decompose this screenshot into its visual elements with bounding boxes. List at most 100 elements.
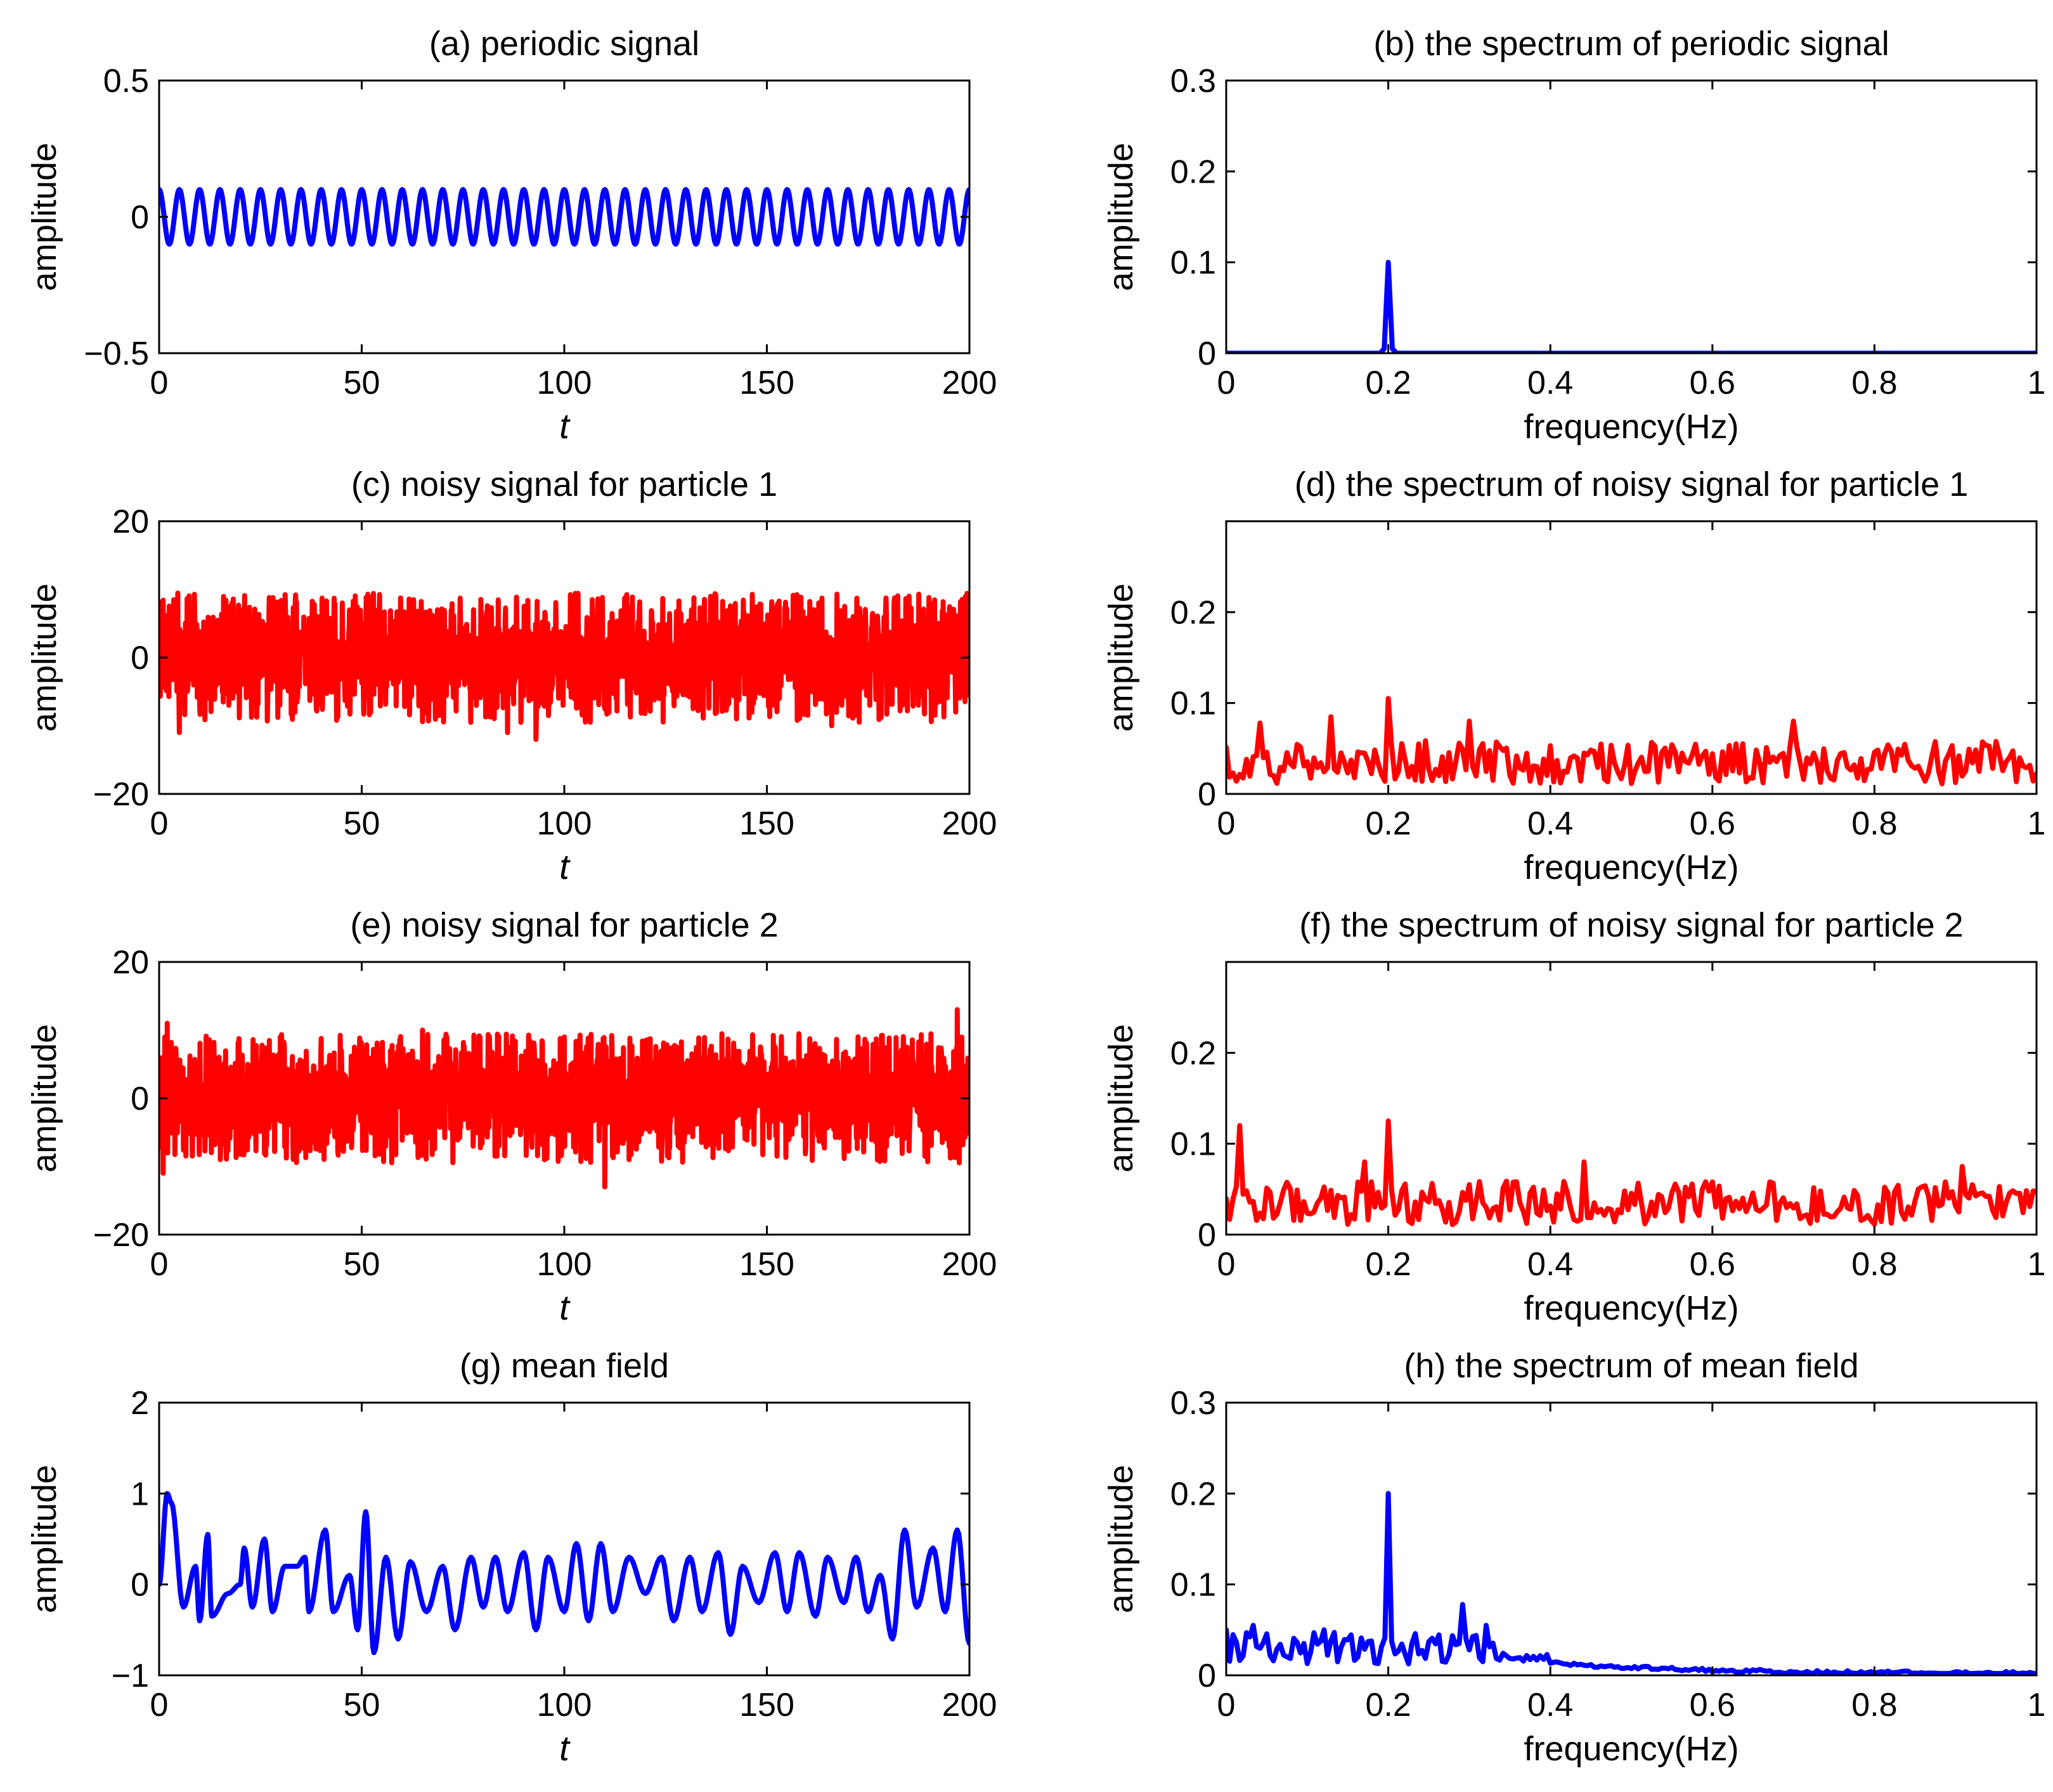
x-tick-label-f-0p8: 0.8 — [1851, 1246, 1897, 1283]
y-tick-label-b-0p1: 0.1 — [1170, 245, 1216, 282]
series-line-e — [159, 1007, 969, 1190]
chart-panel-a: 0 50 100 150 200−0.500.5(a) periodic signalt… — [25, 25, 997, 446]
x-tick-label-f-0p6: 0.6 — [1690, 1246, 1735, 1283]
x-tick-label-d-0p8: 0.8 — [1851, 805, 1897, 842]
y-tick-label-e-m20: −20 — [93, 1217, 149, 1254]
series-line-a — [159, 187, 969, 247]
x-tick-label-h-0p8: 0.8 — [1851, 1687, 1897, 1724]
y-tick-label-f-0p2: 0.2 — [1170, 1035, 1216, 1072]
x-tick-label-d-0p2: 0.2 — [1365, 805, 1411, 842]
x-tick-label-a-50: 50 — [344, 365, 380, 401]
x-tick-label-f-0p4: 0.4 — [1527, 1246, 1573, 1283]
x-tick-label-a-150: 150 — [739, 365, 794, 401]
y-axis-label-c: amplitude — [25, 583, 63, 732]
x-tick-label-a-100: 100 — [537, 365, 592, 401]
y-tick-label-c-0: 0 — [131, 640, 149, 677]
x-axis-label-c: t — [559, 847, 571, 886]
x-tick-label-f-0p2: 0.2 — [1365, 1246, 1411, 1283]
x-tick-label-e-50: 50 — [344, 1246, 380, 1283]
chart-panel-b: 0 0.2 0.4 0.6 0.8 1 0 0.1 0.2 0.3 (b) the spectrum… — [1102, 25, 2045, 446]
series-line-g — [159, 1491, 969, 1656]
x-tick-label-d-0p4: 0.4 — [1527, 805, 1573, 842]
y-tick-label-d-0p1: 0.1 — [1170, 685, 1216, 722]
x-axis-label-g: t — [559, 1728, 571, 1768]
x-tick-label-b-0p4: 0.4 — [1527, 365, 1573, 401]
x-tick-label-h-0p4: 0.4 — [1527, 1687, 1573, 1724]
x-axis-label-h: frequency(Hz) — [1524, 1730, 1739, 1768]
x-tick-label-g-200: 200 — [942, 1687, 997, 1724]
y-tick-label-h-0p1: 0.1 — [1170, 1567, 1216, 1604]
x-tick-label-g-0: 0 — [150, 1687, 169, 1724]
y-axis-label-e: amplitude — [25, 1024, 63, 1172]
y-tick-label-a-0p5: 0.5 — [103, 63, 149, 100]
x-tick-label-c-150: 150 — [739, 805, 794, 842]
x-tick-label-e-150: 150 — [739, 1246, 794, 1283]
x-tick-label-e-100: 100 — [537, 1246, 592, 1283]
x-axis-label-e: t — [559, 1287, 571, 1327]
y-tick-label-h-0p3: 0.3 — [1170, 1385, 1216, 1422]
chart-title-g: (g) mean field — [460, 1347, 669, 1385]
chart-title-d: (d) the spectrum of noisy signal for par… — [1295, 465, 1968, 503]
x-tick-label-c-100: 100 — [537, 805, 592, 842]
y-axis-label-b: amplitude — [1102, 143, 1140, 291]
y-tick-label-c-20: 20 — [112, 503, 149, 540]
y-tick-label-b-0p2: 0.2 — [1170, 153, 1216, 190]
x-tick-label-g-150: 150 — [739, 1687, 794, 1724]
y-tick-label-d-0: 0 — [1198, 776, 1216, 813]
x-tick-label-a-200: 200 — [942, 365, 997, 401]
x-tick-label-b-0p6: 0.6 — [1690, 365, 1735, 401]
y-tick-label-f-0: 0 — [1198, 1217, 1216, 1254]
y-tick-label-g-0: 0 — [131, 1567, 149, 1604]
y-tick-label-a-0: 0 — [131, 199, 149, 236]
y-tick-label-a-m0p5: −0.5 — [84, 335, 149, 372]
x-tick-label-e-200: 200 — [942, 1246, 997, 1283]
x-tick-label-h-1: 1 — [2028, 1687, 2046, 1724]
chart-title-b: (b) the spectrum of periodic signal — [1373, 25, 1889, 63]
chart-title-a: (a) periodic signal — [429, 25, 699, 63]
y-axis-label-d: amplitude — [1102, 583, 1140, 732]
plot-frame-d — [1225, 520, 2038, 795]
y-tick-label-e-0: 0 — [131, 1081, 149, 1117]
x-tick-label-e-0: 0 — [150, 1246, 169, 1283]
y-tick-label-g-1: 1 — [131, 1476, 149, 1512]
y-tick-label-f-0p1: 0.1 — [1170, 1126, 1216, 1163]
series-line-c — [159, 590, 969, 742]
x-tick-label-b-1: 1 — [2028, 365, 2046, 401]
plot-frame-h — [1225, 1401, 2038, 1677]
y-tick-label-h-0p2: 0.2 — [1170, 1476, 1216, 1512]
series-line-f — [1226, 1118, 2037, 1228]
x-tick-label-h-0p2: 0.2 — [1365, 1687, 1411, 1724]
x-tick-label-h-0: 0 — [1217, 1687, 1236, 1724]
x-tick-label-a-0: 0 — [150, 365, 169, 401]
chart-title-e: (e) noisy signal for particle 2 — [350, 906, 778, 944]
chart-panel-h: 0 0.2 0.4 0.6 0.8 1 0 0.1 0.2 0.3 (h) the spectrum… — [1102, 1347, 2045, 1768]
chart-panel-d: 0 0.2 0.4 0.6 0.8 1 0 0.1 0.2 (d) the spectrum of… — [1102, 465, 2045, 886]
x-tick-label-d-0: 0 — [1217, 805, 1236, 842]
x-tick-label-c-50: 50 — [344, 805, 380, 842]
x-tick-label-d-1: 1 — [2028, 805, 2046, 842]
plot-frame-b — [1225, 79, 2038, 354]
x-tick-label-f-0: 0 — [1217, 1246, 1236, 1283]
x-tick-label-f-1: 1 — [2028, 1246, 2046, 1283]
x-tick-label-g-100: 100 — [537, 1687, 592, 1724]
y-tick-label-b-0: 0 — [1198, 335, 1216, 372]
y-tick-label-b-0p3: 0.3 — [1170, 63, 1216, 100]
plot-frame-a — [158, 79, 971, 354]
y-tick-label-g-m1: −1 — [112, 1658, 149, 1694]
x-axis-label-a: t — [559, 406, 571, 446]
y-axis-label-g: amplitude — [25, 1465, 63, 1613]
y-axis-label-h: amplitude — [1102, 1465, 1140, 1613]
x-tick-label-g-50: 50 — [344, 1687, 380, 1724]
chart-panel-f: 0 0.2 0.4 0.6 0.8 1 0 0.1 0.2 (f) the spectrum of… — [1102, 906, 2045, 1327]
y-tick-label-g-2: 2 — [131, 1385, 149, 1422]
plot-frame-g — [158, 1401, 971, 1677]
x-axis-label-f: frequency(Hz) — [1524, 1289, 1739, 1327]
x-tick-label-h-0p6: 0.6 — [1690, 1687, 1735, 1724]
x-tick-label-d-0p6: 0.6 — [1690, 805, 1735, 842]
series-line-h — [1226, 1491, 2037, 1675]
x-tick-label-b-0p8: 0.8 — [1851, 365, 1897, 401]
